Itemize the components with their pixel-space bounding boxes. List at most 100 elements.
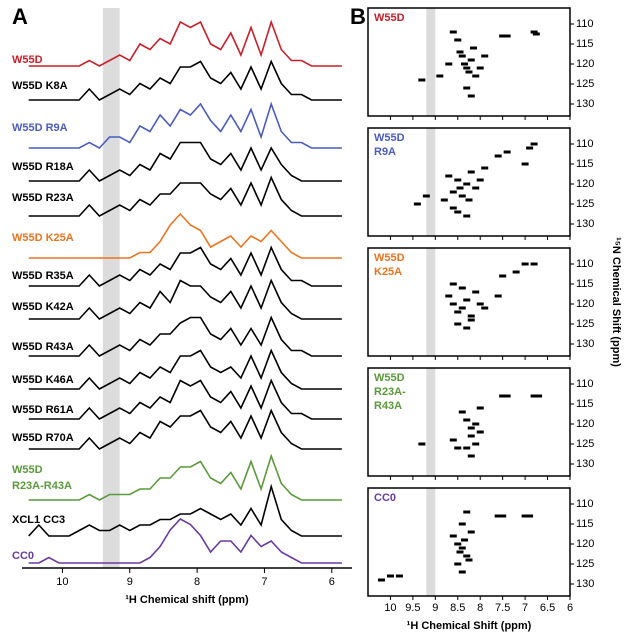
y-tick-label: 110 — [576, 378, 594, 390]
spectrum-label: W55D R35A — [12, 270, 74, 282]
x-tick-label: 8 — [194, 576, 200, 588]
peak — [413, 202, 421, 206]
peak — [449, 190, 457, 194]
y-tick-label: 120 — [576, 58, 594, 70]
peak — [440, 198, 448, 202]
peak — [503, 150, 511, 154]
spectrum — [28, 141, 342, 182]
panel-title: W55D — [374, 12, 405, 24]
peak — [454, 38, 462, 42]
peak — [463, 66, 471, 70]
x-tick-label: 7 — [261, 576, 267, 588]
panel-label: A — [12, 4, 28, 29]
peak — [467, 170, 475, 174]
peak — [499, 34, 507, 38]
peak — [418, 442, 426, 446]
peak — [521, 514, 529, 518]
peak — [530, 142, 538, 146]
panel-frame — [367, 367, 571, 477]
y-tick-label: 130 — [576, 458, 594, 470]
peak — [467, 318, 475, 322]
spectrum-label: XCL1 CC3 — [12, 514, 65, 526]
peak — [456, 50, 464, 54]
panel-frame — [367, 127, 571, 237]
spectrum-label: W55D R43A — [12, 341, 74, 353]
panel-title: W55D — [374, 372, 405, 384]
peak — [463, 182, 471, 186]
panel-title: R9A — [374, 146, 396, 158]
x-tick-label: 9.5 — [405, 602, 420, 614]
y-tick-label: 125 — [576, 318, 594, 330]
peak — [476, 406, 484, 410]
peak — [377, 578, 385, 582]
peak — [465, 70, 473, 74]
spectrum-label: W55D R70A — [12, 432, 74, 444]
peak — [458, 522, 466, 526]
peak — [467, 314, 475, 318]
spectrum — [28, 175, 342, 217]
panel-frame — [367, 247, 571, 357]
peak — [472, 290, 480, 294]
y-tick-label: 125 — [576, 198, 594, 210]
y-tick-label: 110 — [576, 18, 594, 30]
peak — [481, 54, 489, 58]
y-tick-label: 115 — [576, 38, 594, 50]
spectrum — [28, 315, 342, 357]
y-tick-label: 125 — [576, 78, 594, 90]
x-tick-label: 7 — [522, 602, 528, 614]
spectrum-label: W55D — [12, 464, 43, 476]
spectrum-label: W55D K42A — [12, 301, 74, 313]
spectrum — [28, 212, 342, 259]
panel-title: R43A — [374, 400, 402, 412]
spectrum — [28, 453, 342, 501]
spectrum-label: W55D K46A — [12, 374, 74, 386]
peak — [481, 166, 489, 170]
peak — [481, 306, 489, 310]
spectrum-label: W55D — [12, 54, 43, 66]
spectrum-label: W55D R23A — [12, 192, 74, 204]
peak — [463, 298, 471, 302]
peak — [445, 62, 453, 66]
y-tick-label: 130 — [576, 338, 594, 350]
peak — [467, 426, 475, 430]
highlight-band — [426, 8, 436, 116]
panel-title: W55D — [374, 132, 405, 144]
peak — [418, 78, 426, 82]
peak — [463, 510, 471, 514]
peak — [499, 274, 507, 278]
spectrum — [28, 278, 342, 320]
peak — [458, 286, 466, 290]
peak — [476, 430, 484, 434]
x-tick-label: 6 — [567, 602, 573, 614]
spectrum-label: CC0 — [12, 550, 34, 562]
spectrum — [28, 348, 342, 390]
peak — [530, 394, 538, 398]
peak — [454, 542, 462, 546]
y-tick-label: 110 — [576, 498, 594, 510]
peak — [530, 262, 538, 266]
panel-title: W55D — [374, 252, 405, 264]
x-tick-label: 10 — [56, 576, 68, 588]
highlight-band — [426, 248, 436, 356]
y-tick-label: 115 — [576, 278, 594, 290]
peak — [467, 530, 475, 534]
peak — [456, 550, 464, 554]
peak — [521, 262, 529, 266]
panel-title: R23A- — [374, 386, 406, 398]
peak — [465, 558, 473, 562]
y-tick-label: 110 — [576, 138, 594, 150]
peak — [494, 294, 502, 298]
y-tick-label: 120 — [576, 418, 594, 430]
x-axis-label: ¹H Chemical shift (ppm) — [125, 594, 249, 606]
peak — [472, 442, 480, 446]
peak — [395, 574, 403, 578]
x-tick-label: 6.5 — [540, 602, 555, 614]
y-tick-label: 130 — [576, 218, 594, 230]
peak — [449, 438, 457, 442]
y-tick-label: 120 — [576, 298, 594, 310]
peak — [463, 326, 471, 330]
peak — [499, 514, 507, 518]
spectrum — [28, 408, 342, 450]
peak — [463, 214, 471, 218]
